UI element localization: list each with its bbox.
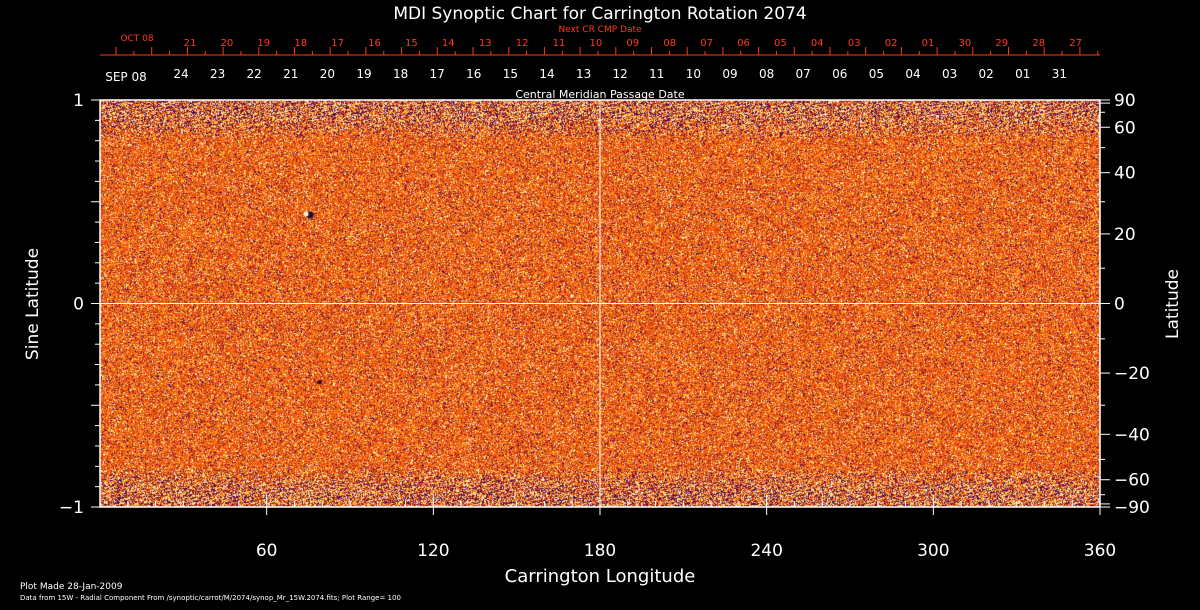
x-tick-label: 180 <box>584 541 616 561</box>
bottom-day-label: 04 <box>905 67 920 81</box>
bottom-axis-first-date: SEP 08 <box>105 70 147 84</box>
left-y-axis: 1 0 −1 <box>59 91 100 518</box>
bottom-day-label: 01 <box>1015 67 1030 81</box>
x-tick-label: 240 <box>750 541 782 561</box>
top-day-label: 05 <box>774 38 787 49</box>
top-day-label: 07 <box>700 38 713 49</box>
top-day-label: 11 <box>553 38 566 49</box>
bottom-day-label: 10 <box>686 67 701 81</box>
bottom-day-label: 13 <box>576 67 591 81</box>
top-day-label: 29 <box>995 38 1008 49</box>
data-source-note: Data from 15W - Radial Component From /s… <box>20 594 401 602</box>
plot-made-date: Plot Made 28-Jan-2009 <box>20 582 123 592</box>
bottom-day-label: 14 <box>539 67 554 81</box>
bottom-day-label: 09 <box>722 67 737 81</box>
bottom-day-label: 05 <box>869 67 884 81</box>
bottom-day-label: 15 <box>503 67 518 81</box>
bottom-day-label: 08 <box>759 67 774 81</box>
top-day-label: 30 <box>959 38 972 49</box>
x-axis: 60 120 180 240 300 360 <box>127 495 1116 561</box>
bottom-day-label: 31 <box>1052 67 1067 81</box>
top-axis-first-date: OCT 08 <box>120 34 153 44</box>
top-axis-day-labels: 21 20 19 18 17 16 15 14 13 12 11 10 09 08 07 06 05 04 03 02… <box>184 38 1082 49</box>
x-tick-label: 120 <box>417 541 449 561</box>
right-tick-label: 0 <box>1114 295 1125 315</box>
top-day-label: 12 <box>516 38 529 49</box>
bottom-day-label: 21 <box>283 67 298 81</box>
top-day-label: 02 <box>885 38 898 49</box>
right-tick-label: 20 <box>1114 225 1136 245</box>
top-day-label: 03 <box>848 38 861 49</box>
right-tick-label: 60 <box>1114 118 1136 138</box>
x-tick-label: 60 <box>256 541 278 561</box>
right-y-axis: 90 60 40 20 0 −20 −40 −60 −90 <box>1100 91 1150 518</box>
left-tick-label: 1 <box>73 91 84 111</box>
bottom-day-label: 12 <box>613 67 628 81</box>
bottom-day-label: 07 <box>796 67 811 81</box>
top-day-label: 06 <box>737 38 750 49</box>
bottom-day-label: 19 <box>356 67 371 81</box>
right-tick-label: −20 <box>1114 364 1150 384</box>
left-tick-label: −1 <box>59 498 84 518</box>
top-day-label: 08 <box>663 38 676 49</box>
top-day-label: 15 <box>405 38 418 49</box>
top-date-axis <box>100 47 1100 56</box>
top-day-label: 18 <box>294 38 307 49</box>
y-axis-label-left: Sine Latitude <box>23 248 43 360</box>
x-tick-label: 360 <box>1084 541 1116 561</box>
bottom-day-label: 22 <box>247 67 262 81</box>
top-day-label: 17 <box>331 38 344 49</box>
top-day-label: 21 <box>184 38 197 49</box>
bottom-date-axis-title: Central Meridian Passage Date <box>515 88 684 101</box>
chart-title: MDI Synoptic Chart for Carrington Rotati… <box>393 4 806 24</box>
bottom-day-label: 16 <box>466 67 481 81</box>
right-tick-label: −40 <box>1114 425 1150 445</box>
bottom-day-label: 06 <box>832 67 847 81</box>
bottom-day-label: 24 <box>173 67 188 81</box>
bottom-day-label: 20 <box>320 67 335 81</box>
bottom-day-label: 11 <box>649 67 664 81</box>
top-day-label: 10 <box>590 38 603 49</box>
bottom-day-label: 03 <box>942 67 957 81</box>
x-axis-label: Carrington Longitude <box>505 566 696 587</box>
top-day-label: 27 <box>1069 38 1082 49</box>
bottom-day-label: 02 <box>979 67 994 81</box>
y-axis-label-right: Latitude <box>1163 269 1183 339</box>
left-tick-label: 0 <box>73 295 84 315</box>
top-day-label: 04 <box>811 38 824 49</box>
top-day-label: 19 <box>257 38 270 49</box>
right-tick-label: 40 <box>1114 164 1136 184</box>
top-day-label: 14 <box>442 38 455 49</box>
top-day-label: 01 <box>922 38 935 49</box>
right-tick-label: 90 <box>1114 91 1136 111</box>
right-tick-label: −90 <box>1114 498 1150 518</box>
bottom-day-label: 23 <box>210 67 225 81</box>
top-day-label: 16 <box>368 38 381 49</box>
bottom-day-label: 18 <box>393 67 408 81</box>
top-day-label: 20 <box>221 38 234 49</box>
top-day-label: 13 <box>479 38 492 49</box>
right-tick-label: −60 <box>1114 471 1150 491</box>
bottom-day-label: 17 <box>430 67 445 81</box>
top-day-label: 09 <box>626 38 639 49</box>
top-axis-title: Next CR CMP Date <box>558 25 642 35</box>
bottom-date-day-labels: 24 23 22 21 20 19 18 17 16 15 14 13 12 11 10 09 08 07 06 05… <box>173 67 1067 81</box>
top-day-label: 28 <box>1032 38 1045 49</box>
x-tick-label: 300 <box>917 541 949 561</box>
